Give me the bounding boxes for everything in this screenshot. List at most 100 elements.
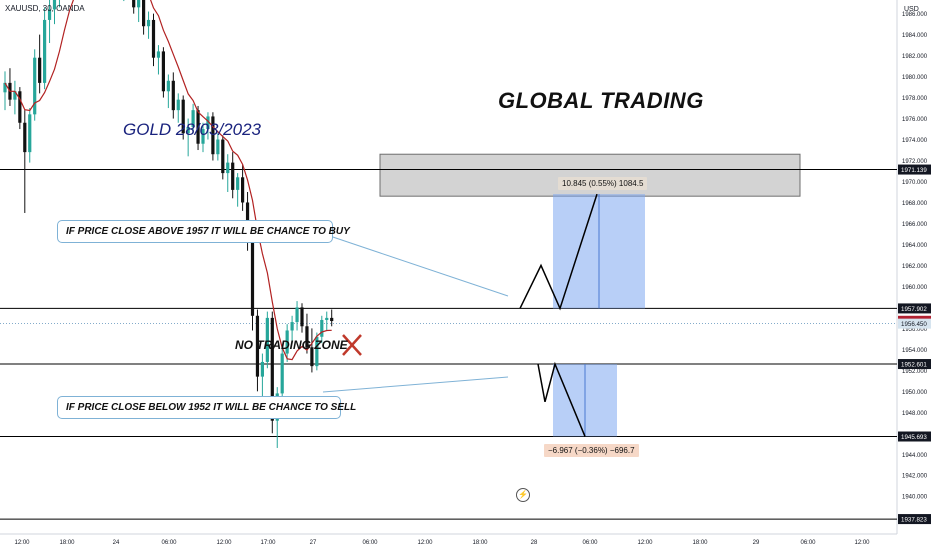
time-tick-label: 18:00 [472, 540, 488, 546]
time-tick-label: 12:00 [216, 540, 232, 546]
price-axis-panel [897, 0, 932, 550]
candle-body [211, 116, 215, 155]
buy-note-callout[interactable]: IF PRICE CLOSE ABOVE 1957 IT WILL BE CHA… [57, 220, 350, 243]
price-axis-label: 1956.450 [901, 321, 927, 328]
price-axis-label-bg [898, 164, 931, 175]
lightning-icon[interactable]: ⚡ [516, 488, 530, 502]
price-tick-label: 1972.000 [902, 159, 928, 165]
candle-body [295, 307, 299, 323]
price-tick-label: 1978.000 [902, 96, 928, 102]
candle-body [137, 0, 141, 8]
price-axis-label-bg [898, 359, 931, 370]
price-tick-label: 1970.000 [902, 180, 928, 186]
symbol-label[interactable]: XAUUSD, 30, OANDA [5, 4, 85, 13]
candle-body [280, 353, 284, 394]
candle-body [196, 110, 200, 144]
candle-body [156, 51, 161, 58]
candle-body [28, 114, 32, 153]
candle-body [320, 319, 324, 337]
candle-body [216, 139, 220, 155]
time-tick-label: 06:00 [161, 540, 177, 546]
time-tick-label: 28 [531, 540, 538, 546]
candle-body [310, 347, 314, 367]
price-axis-label-bg [898, 318, 931, 329]
gold-date-title: GOLD 28/03/2023 [123, 120, 261, 139]
moving-average-line [4, 0, 332, 361]
candle-body [300, 307, 304, 327]
candle-body [146, 19, 151, 27]
candle-body [186, 126, 190, 134]
time-tick-label: 29 [753, 540, 760, 546]
candle-body [132, 0, 136, 8]
measure-down-label: −6.967 (−0.36%) −696.7 [544, 444, 639, 457]
candle-body [33, 57, 37, 115]
time-tick-label: 12:00 [417, 540, 433, 546]
candle-body [260, 361, 264, 377]
time-tick-label: 12:00 [14, 540, 30, 546]
price-axis-label: 1937.823 [901, 517, 927, 524]
candle-body [236, 177, 240, 190]
price-tick-label: 1948.000 [902, 411, 928, 417]
brand-title: GLOBAL TRADING [498, 88, 704, 113]
candle-body [290, 322, 294, 331]
price-axis-label: 1952.601 [901, 362, 927, 369]
candle-body [270, 317, 274, 421]
time-tick-label: 17:00 [260, 540, 276, 546]
candle-body [23, 122, 27, 153]
candle-body [315, 336, 319, 367]
price-tick-label: 1968.000 [902, 201, 928, 207]
candle-body [151, 19, 156, 58]
price-tick-label: 1974.000 [902, 138, 928, 144]
price-axis-label: 1971.139 [901, 167, 927, 174]
currency-label: USD [904, 6, 919, 13]
measure-up-label: 10.845 (0.55%) 1084.5 [558, 177, 648, 190]
candle-body [265, 317, 269, 362]
price-tick-label: 1962.000 [902, 264, 928, 270]
candle-body [231, 162, 235, 190]
candle-body [18, 91, 22, 123]
price-tick-label: 1956.000 [902, 327, 928, 333]
price-tick-label: 1984.000 [902, 33, 928, 39]
price-tick-label: 1982.000 [902, 54, 928, 60]
price-axis-label-bg [898, 303, 931, 314]
time-tick-label: 12:00 [854, 540, 870, 546]
candle-body [241, 177, 245, 203]
price-tick-label: 1966.000 [902, 222, 928, 228]
candle-body [43, 19, 47, 83]
no-trading-zone-label: NO TRADING ZONE [235, 338, 348, 352]
price-axis-label: 1957.902 [901, 306, 927, 313]
time-tick-label: 18:00 [692, 540, 708, 546]
buy-note-pointer [314, 230, 509, 297]
red-x-mark [342, 334, 362, 356]
sell-note-callout[interactable]: IF PRICE CLOSE BELOW 1952 IT WILL BE CHA… [57, 396, 356, 419]
candle-body [38, 57, 42, 83]
candle-body [305, 326, 309, 348]
candle-body [206, 116, 210, 130]
candle-body [47, 9, 52, 20]
candle-body [201, 129, 205, 144]
candle-body [176, 99, 180, 111]
candle-body [250, 242, 255, 316]
price-tick-label: 1940.000 [902, 495, 928, 501]
candle-body [255, 315, 260, 377]
price-tick-label: 1954.000 [902, 348, 928, 354]
price-tick-label: 1950.000 [902, 390, 928, 396]
time-tick-label: 06:00 [800, 540, 816, 546]
price-tick-label: 1942.000 [902, 474, 928, 480]
candle-body [13, 91, 17, 100]
bearish-projection-path [537, 361, 586, 437]
candle-body [166, 80, 170, 92]
candle-body [3, 82, 7, 93]
time-tick-label: 24 [113, 540, 120, 546]
candle-body [161, 51, 165, 92]
price-axis-label-bg [898, 514, 931, 525]
price-tick-label: 1960.000 [902, 285, 928, 291]
candle-body [325, 317, 329, 320]
candle-body [181, 99, 185, 134]
price-tick-label: 1986.000 [902, 12, 928, 18]
time-tick-label: 18:00 [59, 540, 75, 546]
time-tick-label: 06:00 [582, 540, 598, 546]
candle-body [142, 0, 146, 27]
time-tick-label: 27 [310, 540, 317, 546]
